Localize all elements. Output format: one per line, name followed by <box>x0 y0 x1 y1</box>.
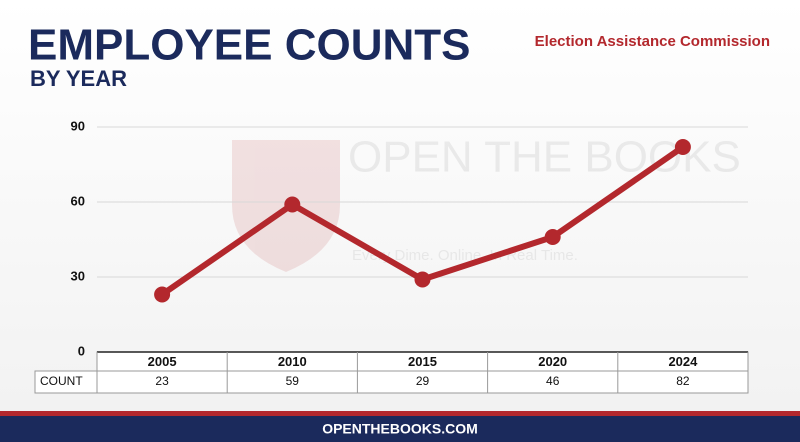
table-value: 46 <box>546 374 560 388</box>
y-tick-label: 0 <box>78 343 85 358</box>
point <box>544 229 561 245</box>
y-tick-label: 30 <box>71 268 85 283</box>
watermark-tagline: Every Dime. Online. In Real Time. <box>352 247 578 264</box>
x-tick-label: 2015 <box>408 354 437 369</box>
watermark-name: OPEN THE BOOKS <box>348 133 741 182</box>
point <box>414 271 431 288</box>
chart-title: EMPLOYEE COUNTS <box>28 21 471 70</box>
point <box>284 196 301 213</box>
table-value: 59 <box>286 374 300 388</box>
x-tick-label: 2010 <box>278 354 307 369</box>
x-tick-label: 2005 <box>148 354 177 369</box>
x-tick-label: 2020 <box>538 354 567 369</box>
point <box>674 139 691 155</box>
source: Election Assistance Commission <box>535 33 770 50</box>
y-tick-label: 60 <box>71 193 85 208</box>
table-value-row <box>34 370 749 394</box>
footer-bar <box>0 416 800 442</box>
table-value: 82 <box>676 374 690 388</box>
footer: OPENTHEBOOKS.COM <box>322 421 478 437</box>
table-value: 23 <box>155 374 169 388</box>
x-tick-label: 2024 <box>668 354 698 369</box>
table-row-label: COUNT <box>40 374 83 388</box>
footer-stripe <box>0 411 800 416</box>
chart-subtitle: BY YEAR <box>30 66 127 91</box>
table-value: 29 <box>416 374 430 388</box>
y-tick-label: 90 <box>71 118 85 133</box>
point <box>154 286 171 303</box>
